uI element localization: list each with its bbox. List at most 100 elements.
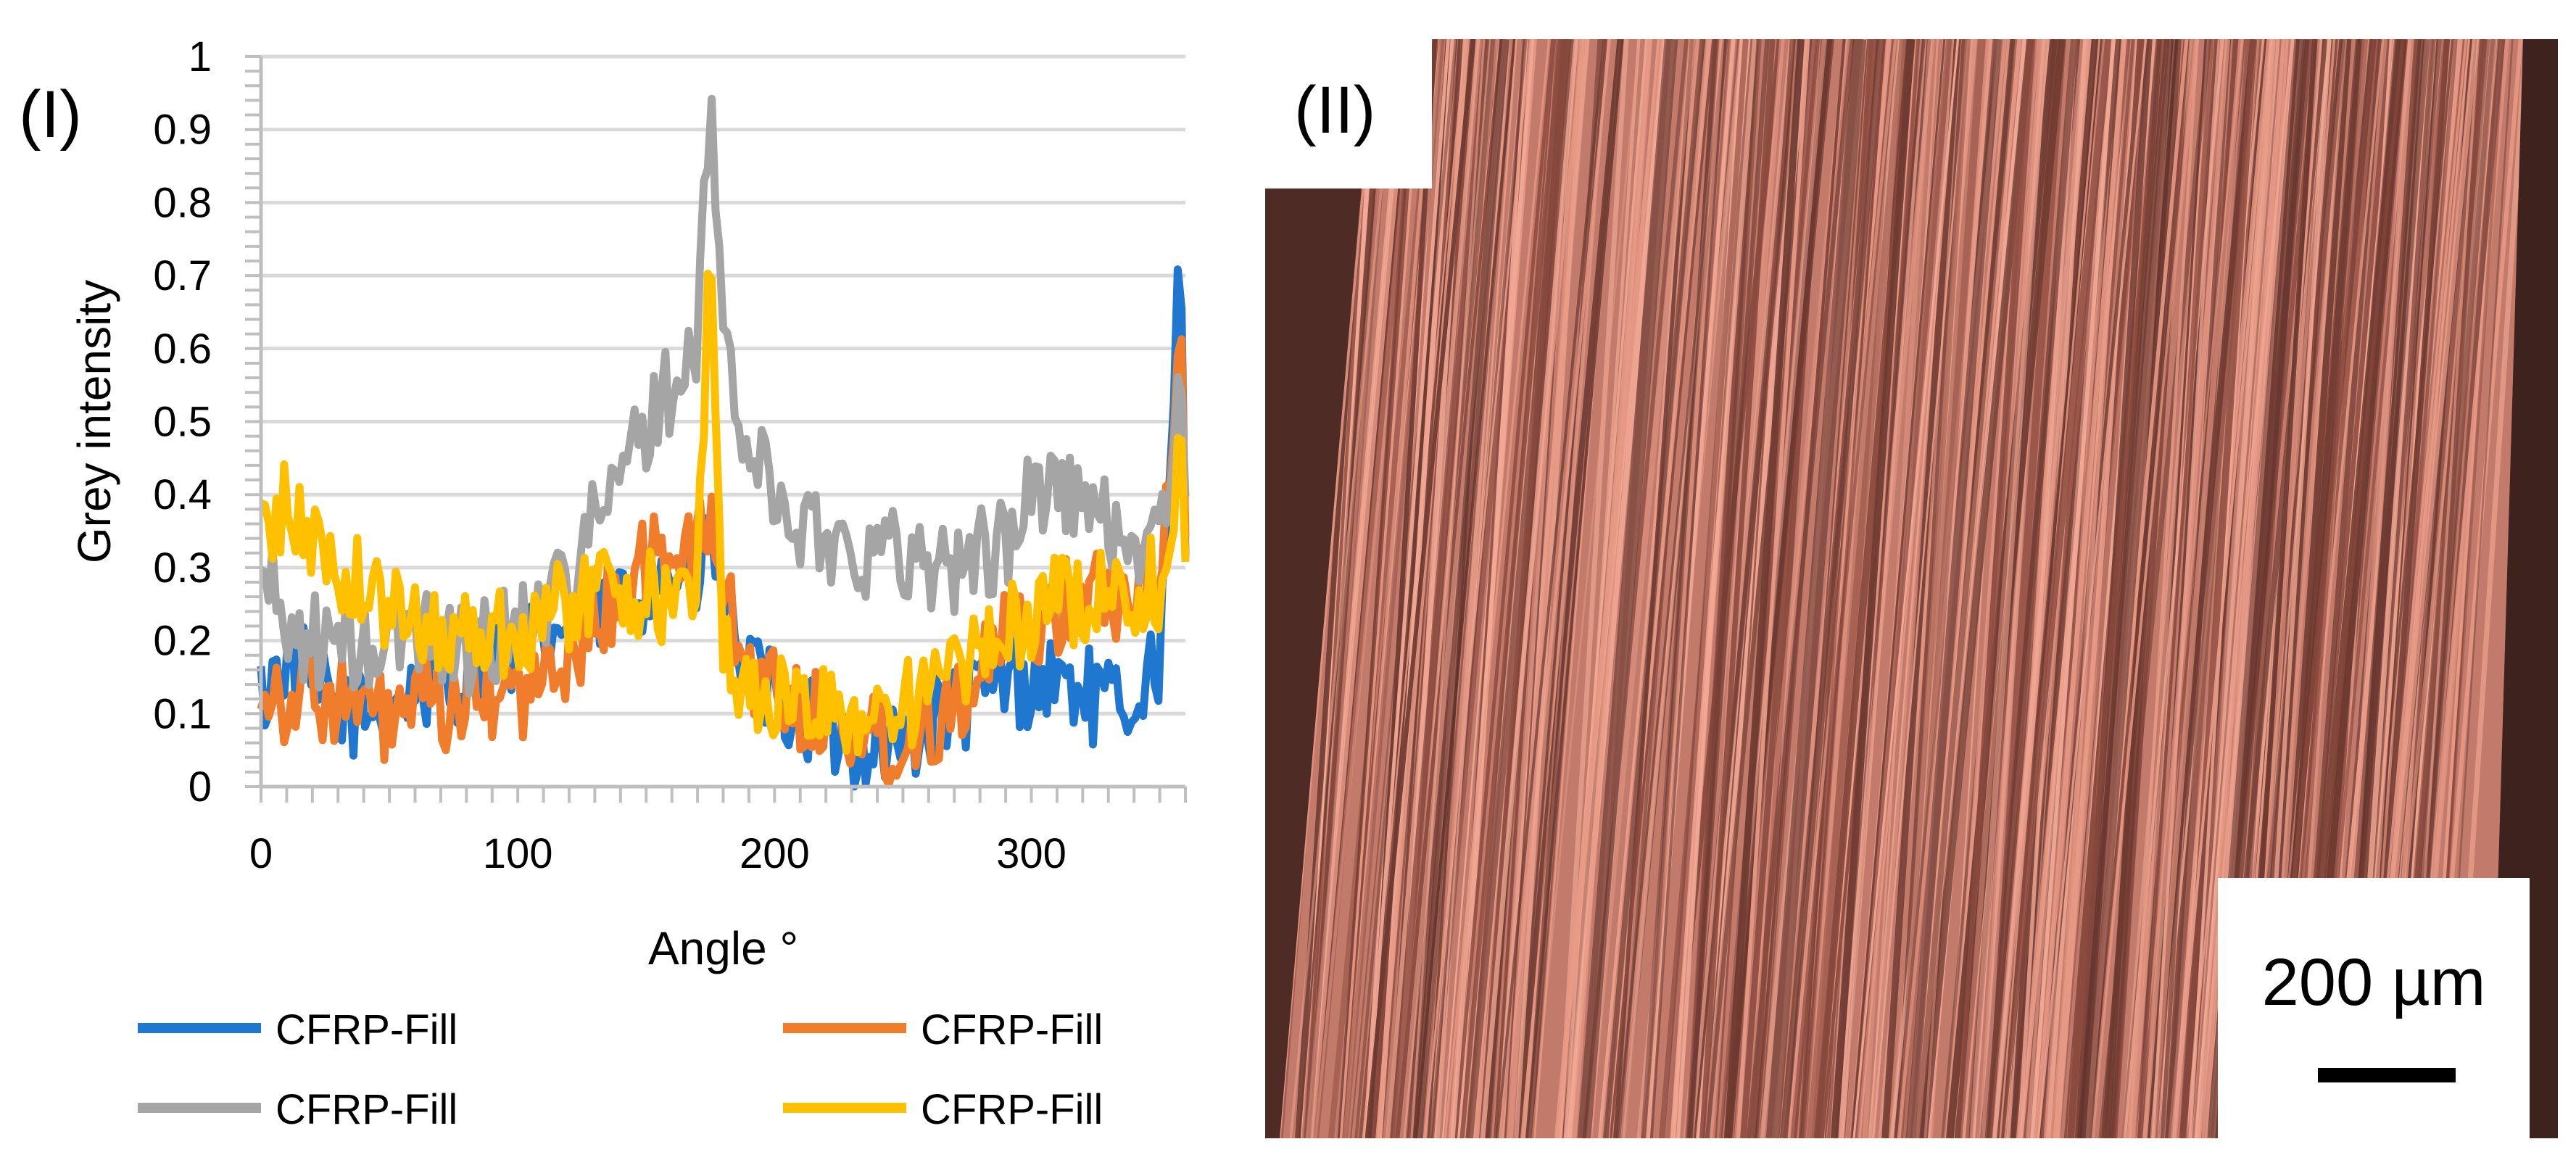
bundle-gap: [1765, 39, 1867, 1138]
fiber-streak: [2030, 39, 2116, 1138]
fiber-streak: [2142, 39, 2230, 1138]
micrograph-image: (II) 200 µm: [1265, 39, 2558, 1138]
fiber-streak: [1691, 39, 1801, 1138]
fiber-streak: [1996, 39, 2113, 1138]
fiber-streak: [1364, 39, 1475, 1138]
fiber-streak: [1992, 39, 2092, 1138]
fiber-streak: [1421, 39, 1516, 1138]
fiber-streak: [2098, 39, 2212, 1138]
fiber-streak: [1495, 39, 1606, 1138]
panel-label-right: (II): [1294, 73, 1376, 147]
fiber-streak: [1736, 39, 1810, 1138]
fiber-streak: [1664, 39, 1749, 1138]
fiber-streak: [1755, 39, 1845, 1138]
fiber-streak: [1969, 39, 2048, 1138]
fiber-streak: [1946, 39, 2058, 1138]
y-tick-label: 0.3: [153, 544, 212, 592]
micrograph-texture: [1265, 39, 2558, 1138]
legend-label: CFRP-Fill: [921, 1086, 1103, 1133]
fiber-streak: [2128, 39, 2199, 1138]
fiber-streak: [1643, 39, 1725, 1138]
fiber-streak: [1999, 39, 2092, 1138]
fiber-streak: [1305, 39, 1407, 1138]
fiber-streak: [1609, 39, 1715, 1138]
y-tick-label: 0.6: [153, 326, 212, 373]
fiber-streak: [1687, 39, 1770, 1138]
fiber-streak: [2113, 39, 2190, 1138]
fiber-streak: [1586, 39, 1696, 1138]
y-tick-label: 0.7: [153, 252, 212, 299]
fiber-streak: [1690, 39, 1793, 1138]
right-edge: [2490, 39, 2558, 1138]
panel-label-right-box: (II): [1265, 39, 1432, 189]
fiber-streak: [1685, 39, 1760, 1138]
fiber-streak: [1424, 39, 1532, 1138]
fiber-streak: [1444, 39, 1550, 1138]
fiber-streak: [1525, 39, 1624, 1138]
x-tick-label: 300: [996, 830, 1067, 877]
fiber-streak: [1289, 39, 1397, 1138]
fiber-streak: [1615, 39, 1726, 1138]
fiber-streak: [1364, 39, 1450, 1138]
fiber-streak: [1850, 39, 1953, 1138]
fiber-streak: [1479, 39, 1567, 1138]
x-tick-label: 0: [249, 830, 273, 877]
series-line: [259, 270, 1190, 757]
x-axis-title: Angle °: [648, 922, 798, 974]
y-tick-label: 0: [189, 763, 212, 811]
fiber-streak: [2091, 39, 2198, 1138]
fiber-streak: [1687, 39, 1762, 1138]
fiber-streak: [1779, 39, 1885, 1138]
fiber-streak: [2053, 39, 2126, 1138]
fiber-streak: [1984, 39, 2078, 1138]
fiber-streak: [2192, 39, 2282, 1138]
bundle-gap: [1577, 39, 1678, 1138]
fiber-streak: [1337, 39, 1417, 1138]
fiber-streak: [1343, 39, 1436, 1138]
fiber-streak: [1375, 39, 1470, 1138]
y-tick-label: 0.5: [153, 399, 212, 446]
bundle-gap: [2076, 39, 2179, 1138]
fiber-streak: [1410, 39, 1486, 1138]
fiber-streak: [1309, 39, 1412, 1138]
line-chart: 0 0.1 0.2 0.3 0.4 0.5 0.6 0.7 0.8 0.9 1 0 100 200 300 A…: [68, 33, 1190, 1133]
bundle-gap: [1905, 39, 2003, 1138]
y-tick-label: 0.2: [153, 618, 212, 665]
fiber-streak: [1514, 39, 1623, 1138]
fiber-streak: [2025, 39, 2113, 1138]
y-tick-label: 0.8: [153, 179, 212, 226]
fiber-streak: [1640, 39, 1720, 1138]
x-tick-label: 200: [740, 830, 810, 877]
fiber-streak: [1699, 39, 1776, 1138]
fiber-streak: [2179, 39, 2258, 1138]
legend-label: CFRP-Fill: [276, 1086, 457, 1133]
fiber-streak: [2137, 39, 2207, 1138]
fiber-streak: [1557, 39, 1629, 1138]
fiber-streak: [1386, 39, 1480, 1138]
fiber-streak: [1339, 39, 1423, 1138]
left-edge: [1265, 39, 1374, 1138]
y-tick-label: 0.9: [153, 107, 212, 154]
fiber-streak: [1454, 39, 1555, 1138]
bundle-gap: [1412, 39, 1509, 1138]
fiber-streak: [1480, 39, 1579, 1138]
fiber-streak: [1802, 39, 1886, 1138]
fiber-streak: [1981, 39, 2066, 1138]
fiber-streak: [1434, 39, 1517, 1138]
fiber-streak: [2173, 39, 2276, 1138]
fiber-streak: [1723, 39, 1805, 1138]
scale-bar-box: 200 µm: [2218, 878, 2530, 1138]
fiber-streak: [1507, 39, 1585, 1138]
fiber-streak: [1897, 39, 1971, 1138]
fiber-streak: [2150, 39, 2245, 1138]
panel-label-left: (I): [19, 78, 82, 152]
fiber-streak: [1724, 39, 1834, 1138]
fiber-streak: [1313, 39, 1419, 1138]
fiber-streak: [1390, 39, 1490, 1138]
fiber-streak: [2037, 39, 2148, 1138]
x-tick-label: 100: [483, 830, 553, 877]
fiber-streak: [2060, 39, 2148, 1138]
fiber-streak: [1955, 39, 2032, 1138]
fiber-streak: [1702, 39, 1796, 1138]
fiber-streak: [2137, 39, 2218, 1138]
